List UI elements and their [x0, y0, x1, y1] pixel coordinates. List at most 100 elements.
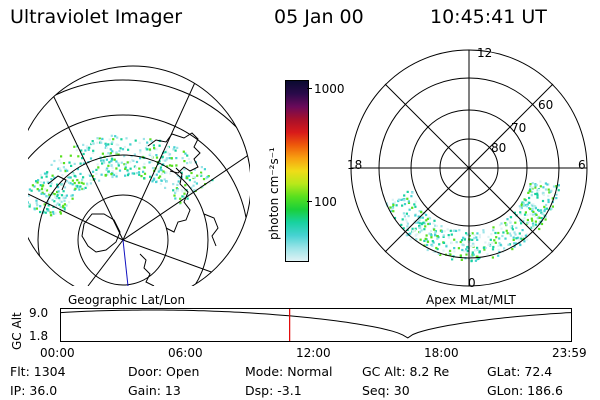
- emission-pixel: [487, 235, 490, 238]
- emission-pixel: [155, 156, 159, 159]
- emission-pixel: [53, 204, 57, 207]
- emission-pixel: [115, 167, 118, 170]
- emission-pixel: [515, 237, 518, 240]
- emission-pixel: [397, 198, 400, 201]
- emission-pixel: [87, 148, 90, 151]
- emission-pixel: [434, 224, 437, 227]
- emission-pixel: [126, 174, 130, 177]
- emission-pixel: [403, 215, 406, 218]
- emission-pixel: [418, 225, 421, 228]
- emission-pixel: [523, 217, 526, 220]
- emission-pixel: [57, 186, 60, 189]
- time-tick-label: 06:00: [168, 346, 203, 360]
- emission-pixel: [555, 185, 558, 188]
- emission-pixel: [193, 180, 196, 183]
- emission-pixel: [105, 167, 109, 170]
- emission-pixel: [50, 182, 53, 185]
- emission-pixel: [43, 203, 46, 206]
- emission-pixel: [150, 160, 153, 164]
- emission-pixel: [152, 144, 155, 147]
- emission-pixel: [181, 195, 184, 198]
- emission-pixel: [436, 237, 439, 240]
- emission-pixel: [536, 192, 539, 195]
- emission-pixel: [531, 222, 535, 225]
- emission-pixel: [100, 159, 103, 162]
- emission-pixel: [500, 227, 503, 230]
- emission-pixel: [148, 161, 151, 164]
- emission-pixel: [532, 203, 535, 206]
- emission-pixel: [119, 147, 122, 150]
- emission-pixel: [40, 188, 44, 191]
- emission-pixel: [476, 248, 479, 251]
- emission-pixel: [74, 187, 77, 190]
- emission-pixel: [544, 188, 548, 191]
- emission-pixel: [101, 162, 104, 165]
- emission-pixel: [499, 243, 502, 246]
- emission-pixel: [200, 174, 203, 177]
- emission-pixel: [542, 192, 545, 195]
- emission-pixel: [110, 173, 113, 176]
- aurora-emission-left: [28, 134, 214, 217]
- emission-pixel: [110, 142, 113, 145]
- emission-pixel: [489, 238, 492, 241]
- emission-pixel: [157, 170, 160, 173]
- emission-pixel: [447, 234, 450, 237]
- emission-pixel: [48, 193, 51, 196]
- emission-pixel: [59, 210, 62, 213]
- emission-pixel: [107, 152, 110, 155]
- emission-pixel: [100, 173, 103, 176]
- emission-pixel: [133, 165, 136, 168]
- emission-pixel: [68, 176, 71, 179]
- emission-pixel: [423, 222, 427, 225]
- emission-pixel: [390, 209, 393, 212]
- emission-pixel: [88, 146, 91, 149]
- emission-pixel: [541, 199, 545, 203]
- emission-pixel: [176, 183, 179, 186]
- emission-pixel: [539, 209, 543, 212]
- emission-pixel: [76, 168, 79, 171]
- ip-value: IP: 36.0: [10, 383, 58, 398]
- emission-pixel: [527, 221, 530, 224]
- mlat-label: 60: [538, 98, 554, 112]
- emission-pixel: [502, 231, 505, 234]
- emission-pixel: [123, 163, 126, 166]
- emission-pixel: [407, 201, 411, 204]
- emission-pixel: [110, 164, 113, 167]
- emission-pixel: [71, 183, 74, 186]
- emission-pixel: [550, 189, 553, 192]
- emission-pixel: [93, 178, 96, 181]
- emission-pixel: [426, 217, 429, 220]
- emission-pixel: [168, 164, 172, 167]
- emission-pixel: [501, 234, 504, 238]
- emission-pixel: [526, 203, 529, 206]
- emission-pixel: [115, 151, 118, 154]
- emission-pixel: [82, 162, 85, 165]
- emission-pixel: [181, 157, 184, 160]
- emission-pixel: [395, 204, 398, 207]
- emission-pixel: [44, 188, 47, 191]
- emission-pixel: [178, 176, 181, 179]
- emission-pixel: [405, 234, 408, 237]
- dsp-value: Dsp: -3.1: [245, 383, 302, 398]
- emission-pixel: [33, 185, 36, 188]
- emission-pixel: [106, 173, 109, 176]
- emission-pixel: [513, 242, 516, 245]
- emission-pixel: [407, 215, 410, 218]
- emission-pixel: [36, 181, 39, 184]
- emission-pixel: [183, 168, 186, 171]
- emission-pixel: [118, 169, 122, 172]
- emission-pixel: [419, 216, 422, 219]
- emission-pixel: [534, 223, 537, 226]
- emission-pixel: [91, 140, 94, 143]
- emission-pixel: [200, 185, 203, 188]
- magnetic-polar-plot: [350, 49, 588, 287]
- emission-pixel: [79, 185, 82, 188]
- emission-pixel: [102, 159, 105, 162]
- emission-pixel: [53, 193, 56, 196]
- emission-pixel: [107, 164, 110, 167]
- emission-pixel: [413, 203, 416, 206]
- emission-pixel: [155, 173, 158, 176]
- emission-pixel: [423, 239, 426, 242]
- emission-pixel: [193, 189, 196, 192]
